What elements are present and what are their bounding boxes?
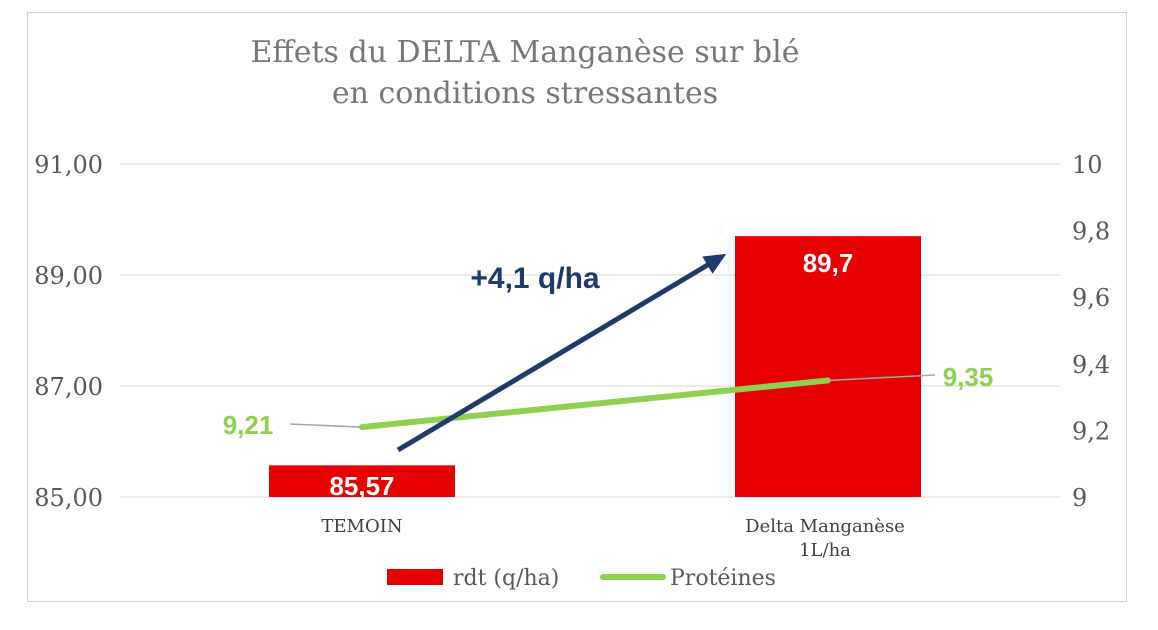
legend-label-proteines: Protéines <box>670 566 776 591</box>
category-axis: TEMOIN Delta Manganèse 1L/ha <box>321 516 904 561</box>
legend-swatch-rdt <box>387 569 443 585</box>
right-tick-label: 9,8 <box>1072 218 1110 246</box>
legend-label-rdt: rdt (q/ha) <box>453 566 559 591</box>
right-tick-label: 9,4 <box>1072 351 1110 379</box>
leader-line <box>289 423 363 428</box>
right-tick-label: 9,2 <box>1072 417 1110 445</box>
category-label: Delta Manganèse <box>745 516 905 537</box>
leader-line <box>827 374 936 382</box>
left-tick-label: 87,00 <box>34 373 103 401</box>
chart-title-line-2: en conditions stressantes <box>332 76 718 111</box>
bar <box>269 465 455 497</box>
annotation-label: +4,1 q/ha <box>470 262 600 295</box>
annotation-arrowhead <box>702 253 727 274</box>
right-axis: 9 9,2 9,4 9,6 9,8 10 <box>1072 151 1110 512</box>
proteines-line <box>359 377 831 431</box>
chart-title-line-1: Effets du DELTA Manganèse sur blé <box>251 35 800 70</box>
left-tick-label: 85,00 <box>34 484 103 512</box>
line-data-label: 9,21 <box>223 410 274 440</box>
bar <box>735 236 921 497</box>
right-tick-label: 9,6 <box>1072 284 1110 312</box>
right-tick-label: 10 <box>1072 151 1103 179</box>
right-tick-label: 9 <box>1072 484 1087 512</box>
left-tick-label: 91,00 <box>34 151 103 179</box>
category-label: TEMOIN <box>321 516 402 537</box>
line-series: 9,21 9,35 <box>223 362 994 440</box>
left-axis: 85,00 87,00 89,00 91,00 <box>34 151 103 512</box>
bar-data-label: 89,7 <box>803 248 854 278</box>
bar-series: 85,57 89,7 <box>269 236 921 501</box>
bar-data-label: 85,57 <box>329 471 394 501</box>
left-tick-label: 89,00 <box>34 262 103 290</box>
annotation-arrow <box>396 257 718 453</box>
legend: rdt (q/ha) Protéines <box>387 566 776 591</box>
category-label: 1L/ha <box>799 540 851 561</box>
line-data-label: 9,35 <box>943 362 994 392</box>
annotation: +4,1 q/ha <box>396 253 727 453</box>
chart-frame <box>27 12 1127 602</box>
